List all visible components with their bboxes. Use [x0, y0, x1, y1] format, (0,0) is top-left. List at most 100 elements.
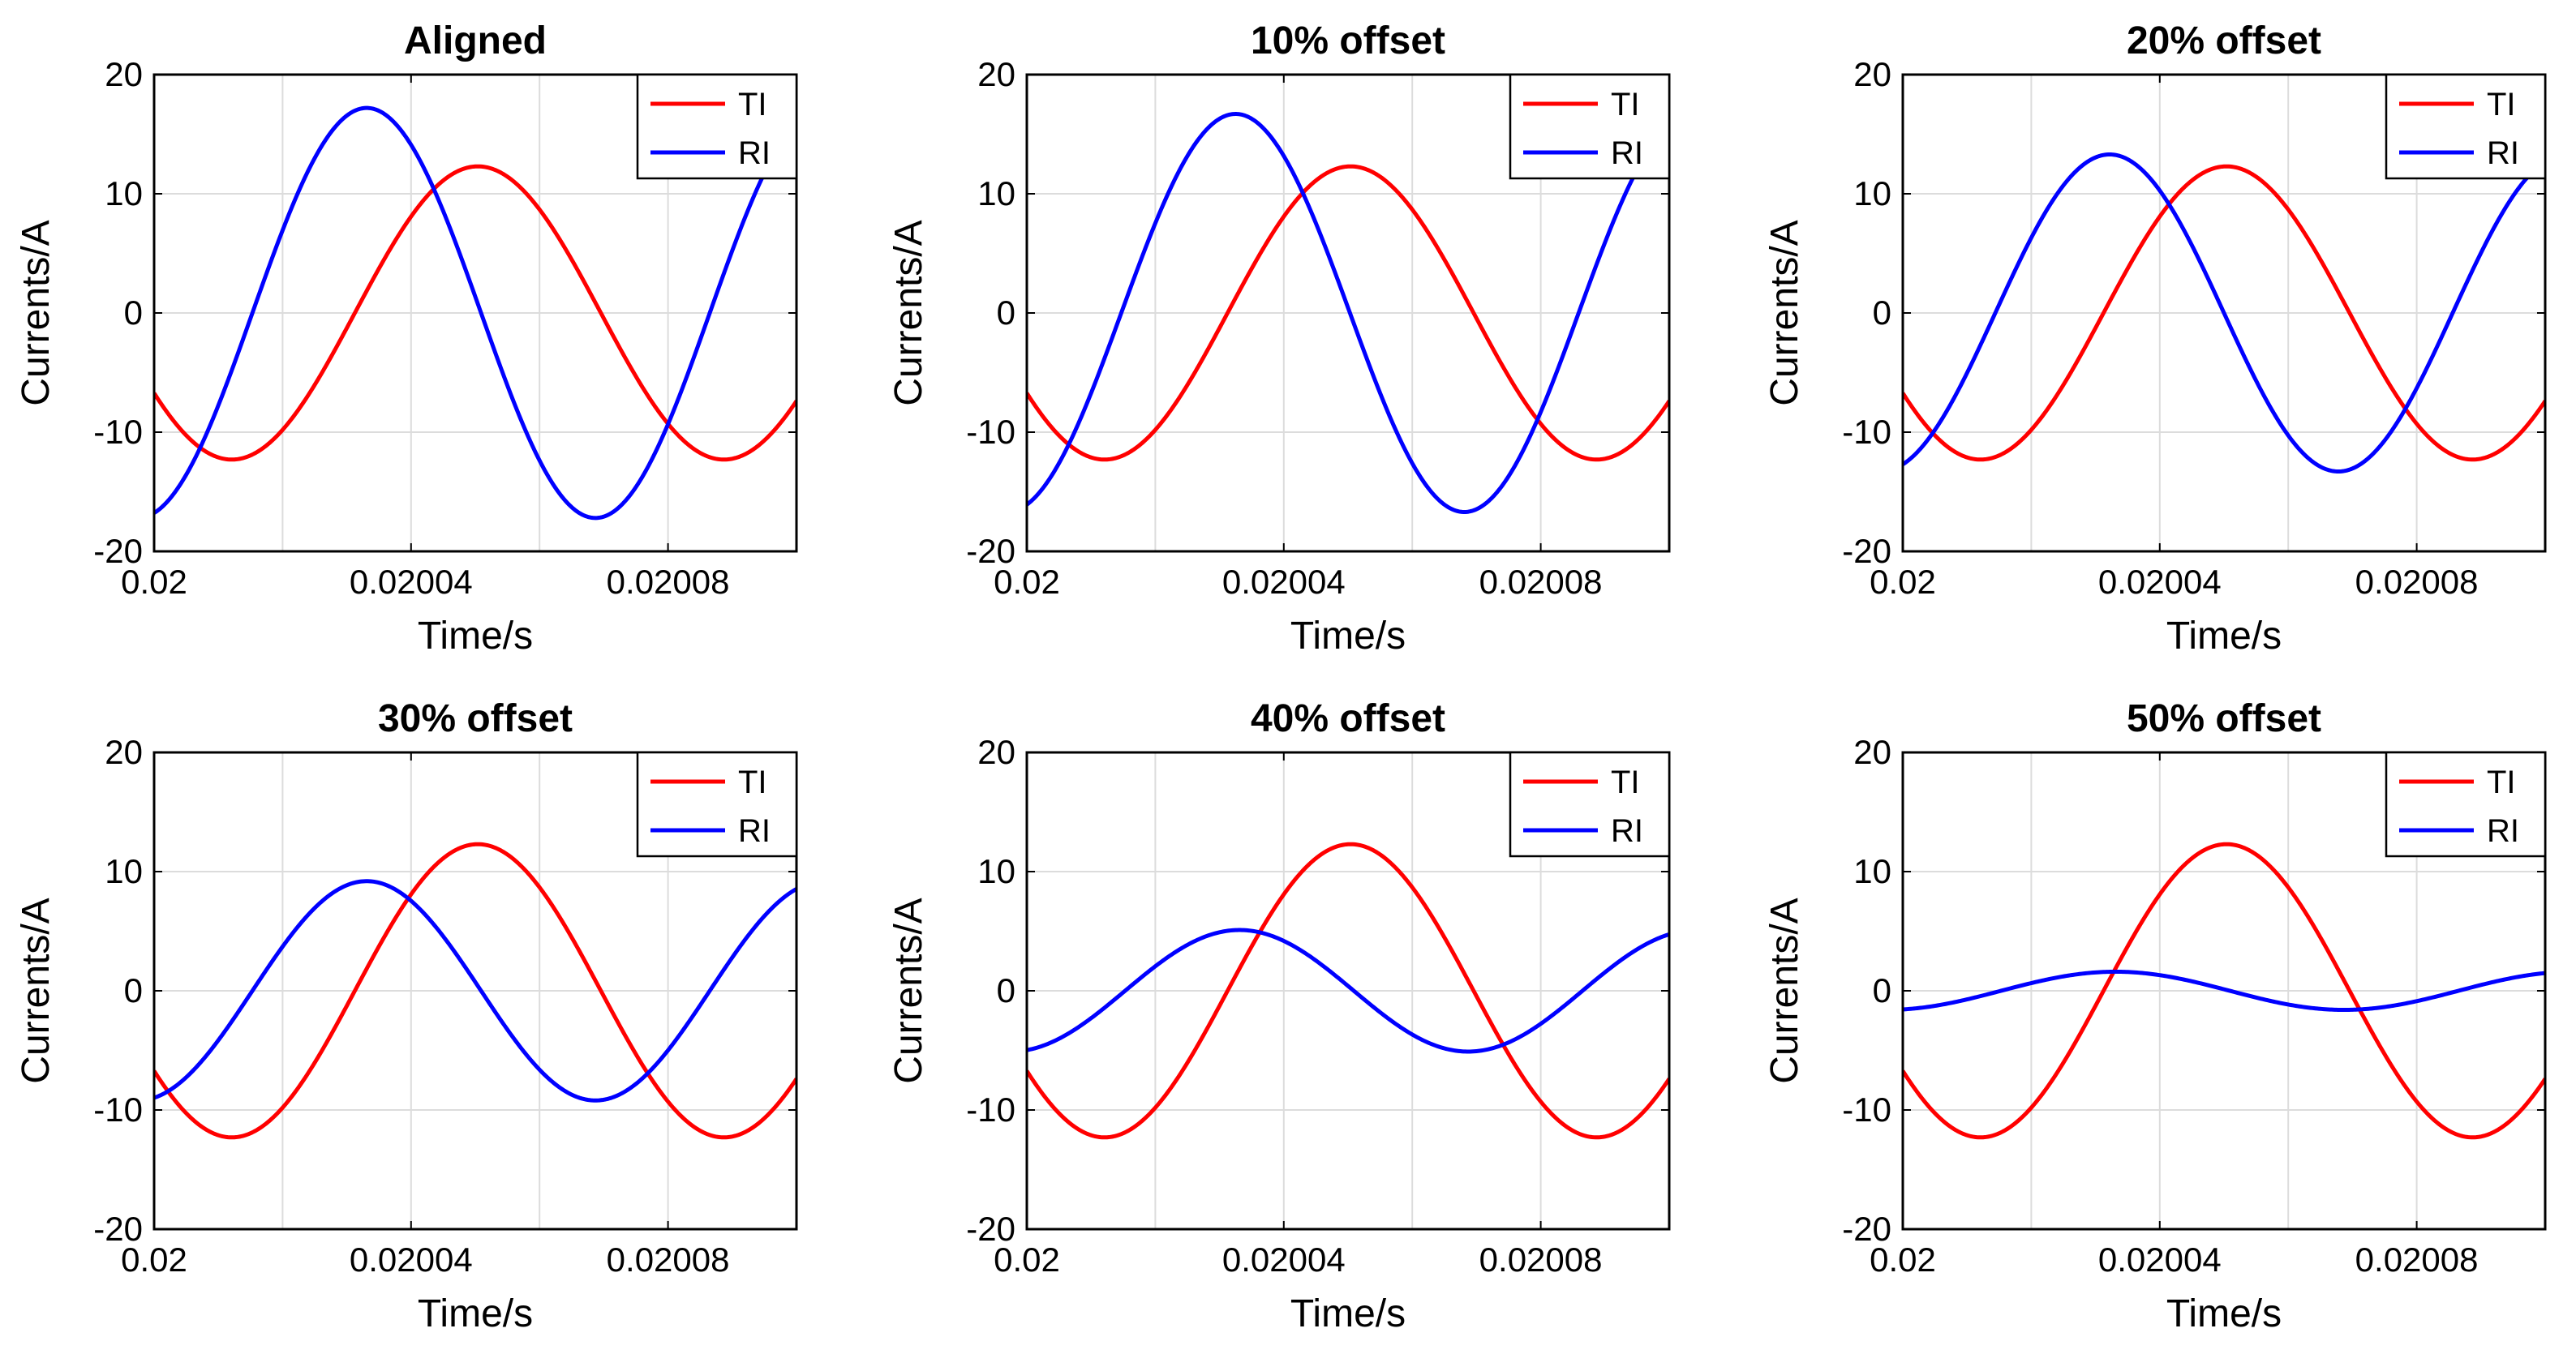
- y-tick-label: -20: [1842, 1210, 1891, 1248]
- series-line-ri: [154, 105, 796, 521]
- x-tick-label: 0.02004: [350, 563, 473, 601]
- y-tick-label: 20: [1853, 733, 1891, 771]
- y-tick-label: 10: [1853, 174, 1891, 212]
- legend: TI RI: [1509, 751, 1671, 858]
- x-tick-label: 0.02: [1870, 1241, 1936, 1279]
- y-tick-label: 20: [105, 733, 143, 771]
- x-tick-label: 0.02008: [1479, 1241, 1603, 1279]
- x-tick-label: 0.02: [121, 563, 187, 601]
- legend-label-ti: TI: [1611, 87, 1640, 122]
- legend: TI RI: [2385, 73, 2547, 180]
- x-tick-label: 0.02: [1870, 563, 1936, 601]
- series-line-ti: [1903, 164, 2545, 462]
- chart-panel-1: Aligned 0.02 0.02004 0.02008 -20 -10 0 10 20 Time…: [15, 19, 798, 658]
- y-tick-label: 0: [1873, 971, 1891, 1009]
- y-tick-label: 0: [1873, 294, 1891, 332]
- legend-label-ri: RI: [738, 813, 771, 849]
- y-tick-label: 10: [105, 174, 143, 212]
- legend-label-ri: RI: [738, 135, 771, 171]
- x-tick-label: 0.02008: [607, 1241, 730, 1279]
- y-tick-label: 20: [977, 55, 1015, 93]
- legend-box: [636, 73, 798, 180]
- y-axis-label: Currents/A: [15, 898, 58, 1083]
- y-tick-label: -20: [93, 1210, 143, 1248]
- series-line-ri: [1027, 112, 1669, 514]
- legend: TI RI: [1509, 73, 1671, 180]
- legend-label-ri: RI: [1611, 135, 1643, 171]
- series-line-ri: [154, 879, 796, 1103]
- legend-box: [2385, 73, 2547, 180]
- x-axis-label: Time/s: [2166, 615, 2282, 658]
- y-tick-label: 20: [105, 55, 143, 93]
- y-tick-label: 10: [977, 852, 1015, 890]
- series-line-ti: [1027, 842, 1669, 1140]
- y-axis-label: Currents/A: [15, 220, 58, 405]
- legend-label-ti: TI: [1611, 765, 1640, 800]
- y-axis-label: Currents/A: [1763, 898, 1806, 1083]
- y-tick-label: -20: [966, 532, 1015, 570]
- x-tick-label: 0.02004: [350, 1241, 473, 1279]
- x-tick-label: 0.02: [994, 563, 1060, 601]
- y-tick-label: 0: [997, 294, 1015, 332]
- x-tick-label: 0.02004: [2098, 563, 2222, 601]
- y-tick-label: 0: [124, 294, 143, 332]
- y-tick-label: 10: [105, 852, 143, 890]
- y-tick-label: -10: [93, 413, 143, 451]
- chart-title: 30% offset: [378, 697, 573, 740]
- series-line-ti: [1903, 842, 2545, 1140]
- legend-label-ti: TI: [738, 87, 767, 122]
- legend: TI RI: [636, 73, 798, 180]
- chart-title: 50% offset: [2127, 697, 2321, 740]
- y-axis-label: Currents/A: [887, 898, 930, 1083]
- series-line-ri: [1903, 969, 2545, 1013]
- y-tick-label: 20: [977, 733, 1015, 771]
- legend-label-ti: TI: [738, 765, 767, 800]
- y-axis-label: Currents/A: [1763, 220, 1806, 405]
- series-line-ti: [1027, 164, 1669, 462]
- legend-box: [1509, 73, 1671, 180]
- y-tick-label: -10: [1842, 413, 1891, 451]
- y-axis-label: Currents/A: [887, 220, 930, 405]
- series-line-ti: [154, 164, 796, 462]
- legend-box: [1509, 751, 1671, 858]
- y-tick-label: 10: [1853, 852, 1891, 890]
- x-axis-label: Time/s: [418, 615, 533, 658]
- legend: TI RI: [2385, 751, 2547, 858]
- x-tick-label: 0.02008: [1479, 563, 1603, 601]
- legend-label-ti: TI: [2487, 87, 2516, 122]
- y-tick-label: -20: [1842, 532, 1891, 570]
- legend: TI RI: [636, 751, 798, 858]
- x-tick-label: 0.02: [994, 1241, 1060, 1279]
- legend-box: [636, 751, 798, 858]
- chart-panel-2: 10% offset 0.02 0.02004 0.02008 -20 -10 0 10 20 T…: [887, 19, 1671, 658]
- chart-panel-6: 50% offset 0.02 0.02004 0.02008 -20 -10 0 10 20 T…: [1763, 697, 2547, 1335]
- series-line-ri: [1027, 928, 1669, 1054]
- y-tick-label: -10: [93, 1091, 143, 1129]
- y-tick-label: 0: [997, 971, 1015, 1009]
- x-tick-label: 0.02004: [1222, 563, 1346, 601]
- series-line-ri: [1903, 152, 2545, 474]
- legend-label-ri: RI: [2487, 135, 2519, 171]
- x-tick-label: 0.02004: [2098, 1241, 2222, 1279]
- series-line-ti: [154, 842, 796, 1140]
- x-tick-label: 0.02008: [2355, 563, 2479, 601]
- x-tick-label: 0.02004: [1222, 1241, 1346, 1279]
- legend-label-ri: RI: [1611, 813, 1643, 849]
- chart-panel-3: 20% offset 0.02 0.02004 0.02008 -20 -10 0 10 20 T…: [1763, 19, 2547, 658]
- legend-label-ri: RI: [2487, 813, 2519, 849]
- legend-label-ti: TI: [2487, 765, 2516, 800]
- y-tick-label: 10: [977, 174, 1015, 212]
- chart-title: 10% offset: [1251, 19, 1445, 62]
- y-tick-label: -20: [966, 1210, 1015, 1248]
- chart-title: 40% offset: [1251, 697, 1445, 740]
- x-axis-label: Time/s: [1290, 615, 1406, 658]
- chart-title: Aligned: [404, 19, 547, 62]
- y-tick-label: -10: [1842, 1091, 1891, 1129]
- legend-box: [2385, 751, 2547, 858]
- y-tick-label: -20: [93, 532, 143, 570]
- chart-panel-5: 40% offset 0.02 0.02004 0.02008 -20 -10 0 10 20 T…: [887, 697, 1671, 1335]
- x-axis-label: Time/s: [418, 1292, 533, 1335]
- y-tick-label: -10: [966, 413, 1015, 451]
- x-tick-label: 0.02008: [607, 563, 730, 601]
